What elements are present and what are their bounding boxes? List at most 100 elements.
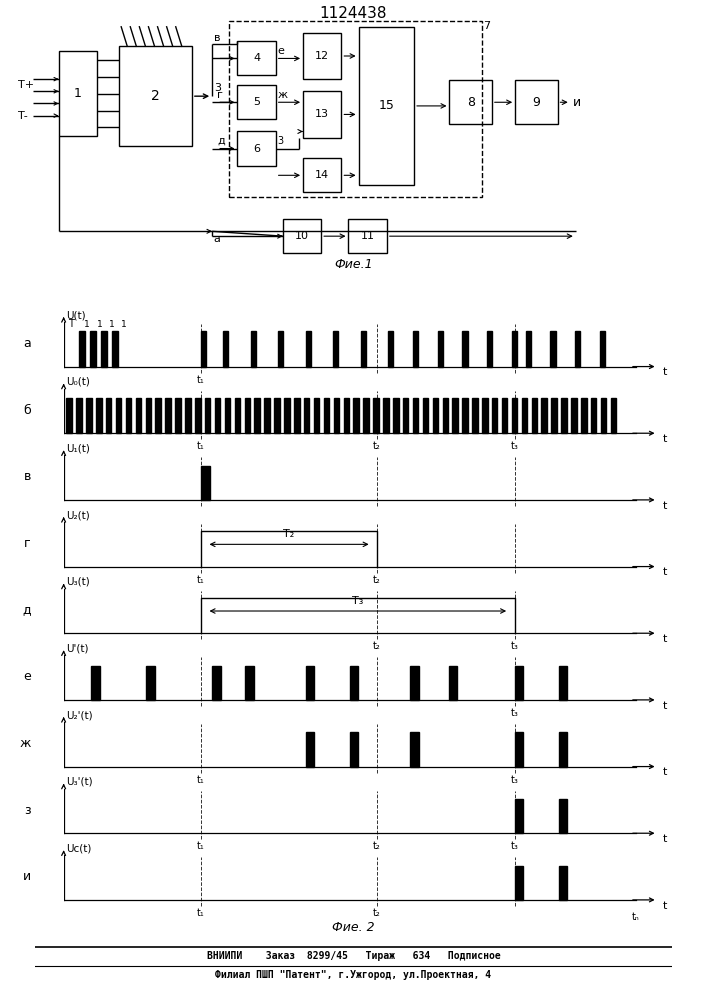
Text: t₃: t₃ xyxy=(510,708,518,718)
Bar xyxy=(452,398,458,433)
Bar xyxy=(515,666,523,700)
Bar xyxy=(450,80,492,124)
Text: t₁: t₁ xyxy=(197,775,205,785)
Bar xyxy=(106,398,112,433)
Bar xyxy=(59,51,97,136)
Bar xyxy=(532,398,537,433)
Bar xyxy=(250,331,256,367)
Text: t: t xyxy=(663,501,667,511)
Text: 15: 15 xyxy=(378,99,395,112)
Bar xyxy=(482,398,488,433)
Bar xyxy=(559,866,567,900)
Text: U₃'(t): U₃'(t) xyxy=(66,777,93,787)
Bar xyxy=(472,398,478,433)
Text: t₂: t₂ xyxy=(373,441,381,451)
Bar xyxy=(294,398,300,433)
Text: t₂: t₂ xyxy=(373,841,381,851)
Text: U₀(t): U₀(t) xyxy=(66,377,90,387)
Bar xyxy=(571,398,577,433)
Text: t: t xyxy=(663,434,667,444)
Bar xyxy=(91,666,100,700)
Text: д: д xyxy=(217,136,225,146)
Text: T+: T+ xyxy=(18,80,35,90)
Bar xyxy=(433,398,438,433)
Text: 1: 1 xyxy=(109,320,115,329)
Bar xyxy=(492,398,498,433)
Bar xyxy=(361,331,366,367)
Bar xyxy=(245,398,250,433)
Text: 8: 8 xyxy=(467,96,474,109)
Text: t₃: t₃ xyxy=(510,775,518,785)
Bar xyxy=(116,398,122,433)
Text: t₁: t₁ xyxy=(197,841,205,851)
Bar xyxy=(112,331,118,367)
Bar xyxy=(354,398,359,433)
Bar xyxy=(225,398,230,433)
Text: 2: 2 xyxy=(151,89,160,103)
Bar xyxy=(515,80,558,124)
Bar xyxy=(136,398,141,433)
Bar xyxy=(522,398,527,433)
Bar xyxy=(344,398,349,433)
Bar xyxy=(119,46,192,146)
Text: 5: 5 xyxy=(253,97,260,107)
Text: 6: 6 xyxy=(253,144,260,154)
Bar xyxy=(349,219,387,253)
Bar xyxy=(515,799,523,833)
Text: t₃: t₃ xyxy=(510,641,518,651)
Bar xyxy=(284,398,290,433)
Text: t₃: t₃ xyxy=(510,841,518,851)
Bar xyxy=(201,331,206,367)
Bar xyxy=(229,21,481,197)
Bar xyxy=(600,331,605,367)
Text: 1124438: 1124438 xyxy=(320,6,387,21)
Bar xyxy=(334,398,339,433)
Bar xyxy=(101,331,107,367)
Bar xyxy=(575,331,580,367)
Bar xyxy=(487,331,492,367)
Text: t: t xyxy=(663,567,667,577)
Text: T-: T- xyxy=(18,111,28,121)
Bar xyxy=(305,331,311,367)
Text: 14: 14 xyxy=(315,170,329,180)
Bar xyxy=(581,398,587,433)
Text: 3: 3 xyxy=(278,136,284,146)
Text: t₂: t₂ xyxy=(373,908,381,918)
Bar xyxy=(215,398,221,433)
Bar xyxy=(413,398,419,433)
Bar xyxy=(264,398,270,433)
Text: t: t xyxy=(663,767,667,777)
Text: е: е xyxy=(23,670,31,683)
Text: г: г xyxy=(24,537,31,550)
Bar xyxy=(591,398,597,433)
Text: U₁(t): U₁(t) xyxy=(66,443,90,453)
Bar xyxy=(324,398,329,433)
Bar xyxy=(205,398,211,433)
Bar xyxy=(515,866,523,900)
Bar xyxy=(245,666,254,700)
Bar xyxy=(238,85,276,119)
Bar xyxy=(438,331,443,367)
Text: д: д xyxy=(23,603,31,616)
Bar xyxy=(79,331,85,367)
Text: а: а xyxy=(23,337,31,350)
Text: U(t): U(t) xyxy=(66,310,86,320)
Bar xyxy=(238,131,276,166)
Bar xyxy=(410,732,419,767)
Text: 13: 13 xyxy=(315,109,329,119)
Text: Филиал ПШП "Патент", г.Ужгород, ул.Проектная, 4: Филиал ПШП "Патент", г.Ужгород, ул.Проек… xyxy=(216,970,491,980)
Text: з: з xyxy=(24,804,31,816)
Bar xyxy=(462,398,468,433)
Bar xyxy=(542,398,547,433)
Text: T₂: T₂ xyxy=(284,529,295,539)
Text: 12: 12 xyxy=(315,51,329,61)
Text: t₁: t₁ xyxy=(197,908,205,918)
Bar xyxy=(383,398,389,433)
Bar xyxy=(502,398,508,433)
Bar xyxy=(373,398,379,433)
Bar xyxy=(274,398,280,433)
Text: t₁: t₁ xyxy=(197,575,205,585)
Bar xyxy=(90,331,96,367)
Bar xyxy=(611,398,617,433)
Bar xyxy=(403,398,409,433)
